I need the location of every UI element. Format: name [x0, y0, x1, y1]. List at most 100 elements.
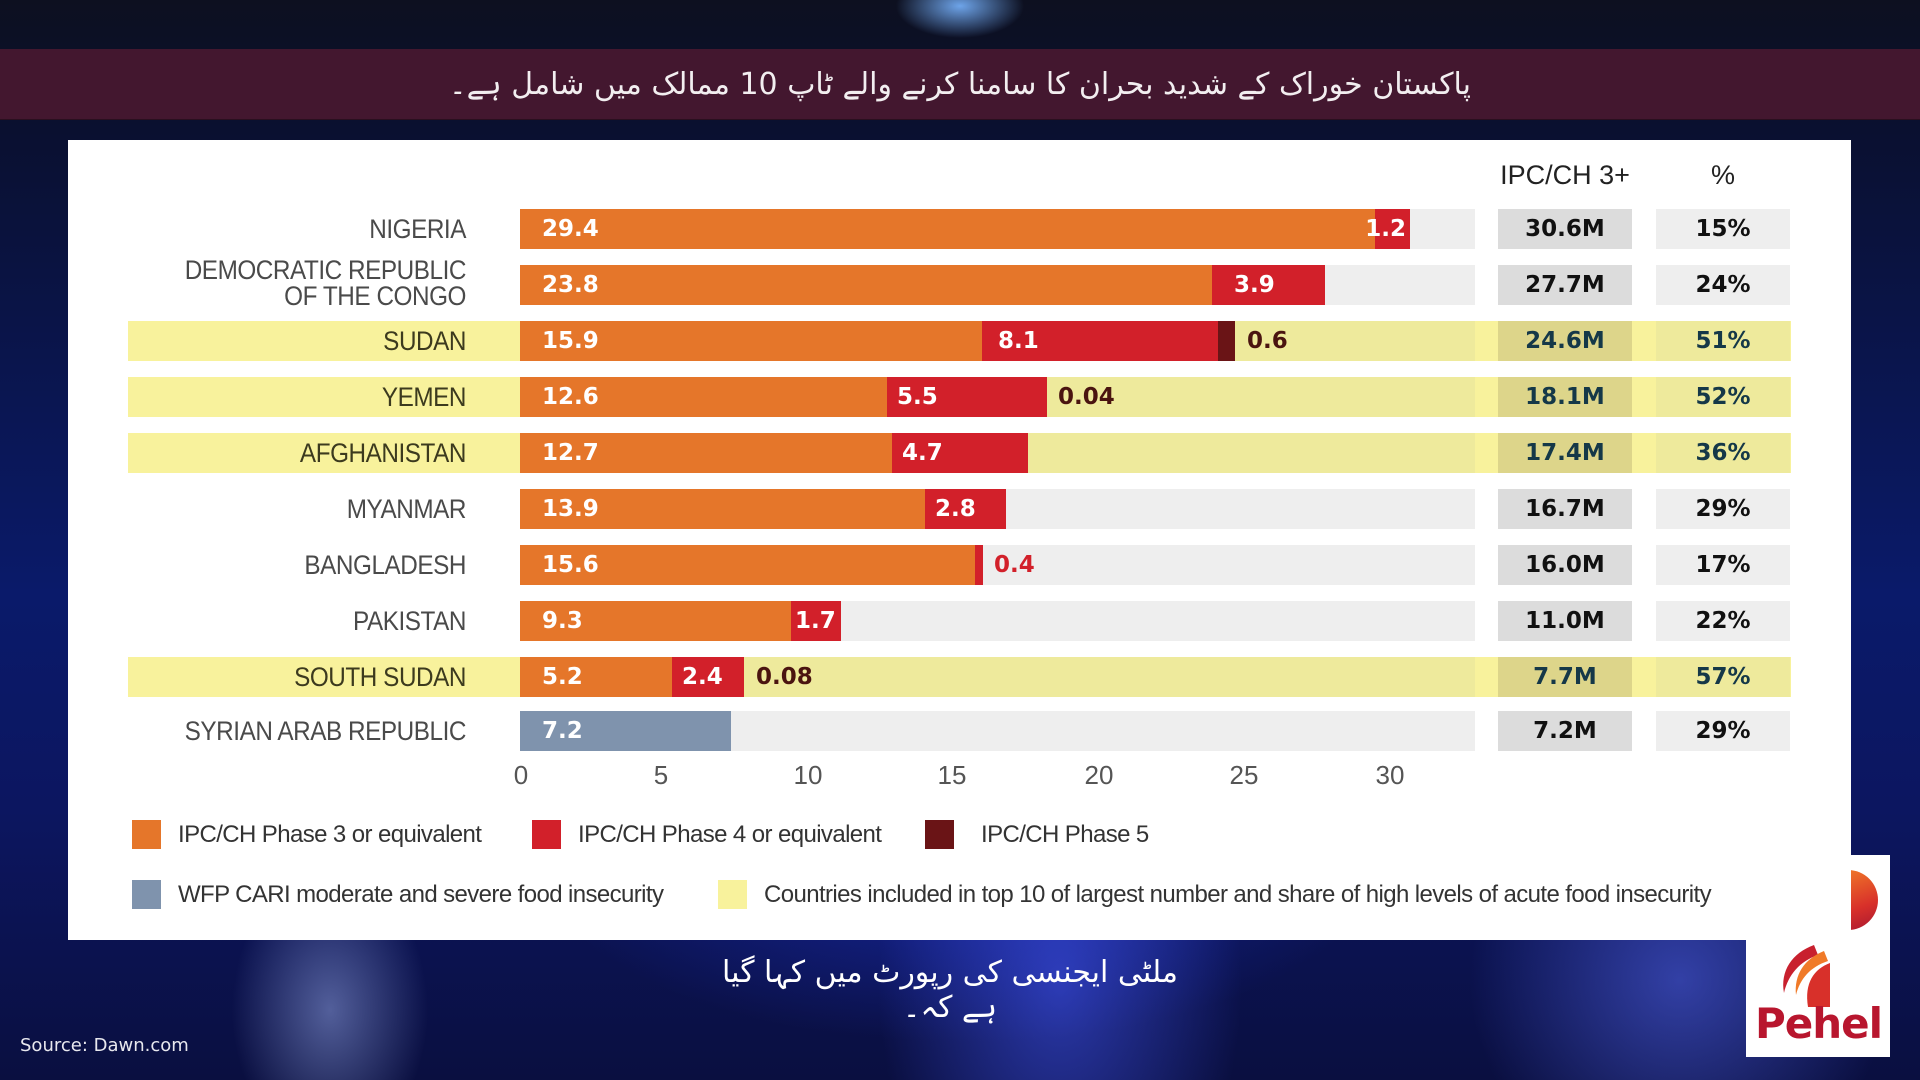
urdu-caption: ملٹی ایجنسی کی رپورٹ میں کہا گیا ہے کہ۔ [722, 955, 1178, 1025]
phase4-value: 0.4 [994, 552, 1035, 578]
chart-row-yemen: YEMEN 12.6 5.5 0.04 18.1M 52% [68, 377, 1851, 417]
phase5-value: 0.04 [1058, 384, 1115, 410]
country-label: SOUTH SUDAN [294, 662, 466, 692]
legend-phase4: IPC/CH Phase 4 or equivalent [532, 820, 882, 849]
bar-track: 15.6 0.4 [520, 545, 1475, 585]
bar-track: 29.4 1.2 [520, 209, 1475, 249]
bar-track: 15.9 8.1 0.6 [520, 321, 1475, 361]
country-label: NIGERIA [369, 214, 466, 244]
bar-phase4: 1.2 [1365, 209, 1410, 249]
pct-value: 36% [1656, 433, 1790, 473]
headline-banner: پاکستان خوراک کے شدید بحران کا سامنا کرن… [0, 49, 1920, 120]
headline-text: پاکستان خوراک کے شدید بحران کا سامنا کرن… [449, 66, 1471, 102]
legend-swatch-icon [132, 820, 161, 849]
bar-phase4: 8.1 [982, 321, 1218, 361]
bar-phase3: 12.7 [520, 433, 892, 473]
bar-phase3: 12.6 [520, 377, 887, 417]
bar-track: 23.8 3.9 [520, 265, 1475, 305]
bar-phase4: 3.9 [1212, 265, 1325, 305]
chart-row-nigeria: NIGERIA 29.4 1.2 30.6M 15% [68, 209, 1851, 249]
x-tick: 20 [1084, 760, 1114, 790]
chart-row-bangladesh: BANGLADESH 15.6 0.4 16.0M 17% [68, 545, 1851, 585]
bar-track: 13.9 2.8 [520, 489, 1475, 529]
ipc-value: 27.7M [1498, 265, 1632, 305]
x-tick: 0 [513, 760, 529, 790]
pct-value: 52% [1656, 377, 1790, 417]
ipc-value: 7.2M [1498, 711, 1632, 751]
country-label: DEMOCRATIC REPUBLIC OF THE CONGO [184, 255, 467, 311]
bar-phase3: 23.8 [520, 265, 1212, 305]
country-label: SUDAN [383, 326, 466, 356]
x-tick: 5 [653, 760, 669, 790]
phase5-value: 0.6 [1247, 328, 1288, 354]
ipc-value: 16.7M [1498, 489, 1632, 529]
ipc-value: 30.6M [1498, 209, 1632, 249]
ipc-value: 16.0M [1498, 545, 1632, 585]
pct-value: 24% [1656, 265, 1790, 305]
bar-track: 5.2 2.4 0.08 [520, 657, 1475, 697]
pct-value: 29% [1656, 711, 1790, 751]
legend-swatch-icon [132, 880, 161, 909]
pct-value: 51% [1656, 321, 1790, 361]
legend-wfp: WFP CARI moderate and severe food insecu… [132, 880, 664, 909]
legend-highlight: Countries included in top 10 of largest … [718, 880, 1712, 909]
chart-row-syria: SYRIAN ARAB REPUBLIC 7.2 7.2M 29% [68, 711, 1851, 751]
chart-row-myanmar: MYANMAR 13.9 2.8 16.7M 29% [68, 489, 1851, 529]
bar-track: 9.3 1.7 [520, 601, 1475, 641]
pct-value: 17% [1656, 545, 1790, 585]
pct-column-header: % [1710, 160, 1735, 190]
country-label: AFGHANISTAN [299, 438, 467, 468]
ipc-value: 7.7M [1498, 657, 1632, 697]
chart-row-sudan: SUDAN 15.9 8.1 0.6 24.6M 51% [68, 321, 1851, 361]
x-tick: 15 [937, 760, 967, 790]
ipc-value: 17.4M [1498, 433, 1632, 473]
country-label: YEMEN [381, 382, 467, 412]
bar-phase3: 13.9 [520, 489, 925, 529]
x-tick: 10 [793, 760, 823, 790]
chart-card: IPC/CH 3+ % NIGERIA 29.4 1.2 30.6M 15% D… [68, 140, 1851, 940]
ipc-value: 18.1M [1498, 377, 1632, 417]
bar-phase4: 5.5 [887, 377, 1047, 417]
logo-text: Pehel [1754, 999, 1883, 1048]
legend-phase5: IPC/CH Phase 5 [925, 820, 1149, 849]
legend-swatch-icon [532, 820, 561, 849]
x-tick: 25 [1229, 760, 1259, 790]
pct-value: 15% [1656, 209, 1790, 249]
logo-flame-icon [1783, 945, 1830, 1007]
country-label: MYANMAR [346, 494, 467, 524]
legend-swatch-icon [718, 880, 747, 909]
bar-phase4: 4.7 [892, 433, 1028, 473]
bar-phase5 [1218, 321, 1235, 361]
country-label: BANGLADESH [304, 550, 466, 580]
country-label: PAKISTAN [353, 606, 466, 636]
bar-phase4: 1.7 [791, 601, 841, 641]
bar-phase3: 15.6 [520, 545, 975, 585]
pct-value: 22% [1656, 601, 1790, 641]
bar-phase4: 2.8 [925, 489, 1006, 529]
ipc-column-header: IPC/CH 3+ [1500, 160, 1630, 190]
bar-phase4: 2.4 [672, 657, 744, 697]
source-credit: Source: Dawn.com [20, 1035, 189, 1056]
bar-track: 12.6 5.5 0.04 [520, 377, 1475, 417]
phase5-value: 0.08 [756, 664, 813, 690]
bar-phase3: 5.2 [520, 657, 672, 697]
chart-row-drc: DEMOCRATIC REPUBLIC OF THE CONGO 23.8 3.… [68, 257, 1851, 310]
chart-row-pakistan: PAKISTAN 9.3 1.7 11.0M 22% [68, 601, 1851, 641]
pct-value: 57% [1656, 657, 1790, 697]
bar-phase4 [975, 545, 983, 585]
pct-value: 29% [1656, 489, 1790, 529]
x-tick: 30 [1375, 760, 1405, 790]
legend-phase3: IPC/CH Phase 3 or equivalent [132, 820, 482, 849]
ipc-value: 11.0M [1498, 601, 1632, 641]
country-label: SYRIAN ARAB REPUBLIC [184, 716, 467, 746]
bar-phase3: 29.4 [520, 209, 1375, 249]
chart-row-afghanistan: AFGHANISTAN 12.7 4.7 17.4M 36% [68, 433, 1851, 473]
bar-phase3: 15.9 [520, 321, 982, 361]
bar-wfp: 7.2 [520, 711, 731, 751]
bar-track: 12.7 4.7 [520, 433, 1475, 473]
legend-swatch-icon [925, 820, 954, 849]
ipc-value: 24.6M [1498, 321, 1632, 361]
bar-track: 7.2 [520, 711, 1475, 751]
bar-phase3: 9.3 [520, 601, 791, 641]
chart-row-south-sudan: SOUTH SUDAN 5.2 2.4 0.08 7.7M 57% [68, 657, 1851, 697]
